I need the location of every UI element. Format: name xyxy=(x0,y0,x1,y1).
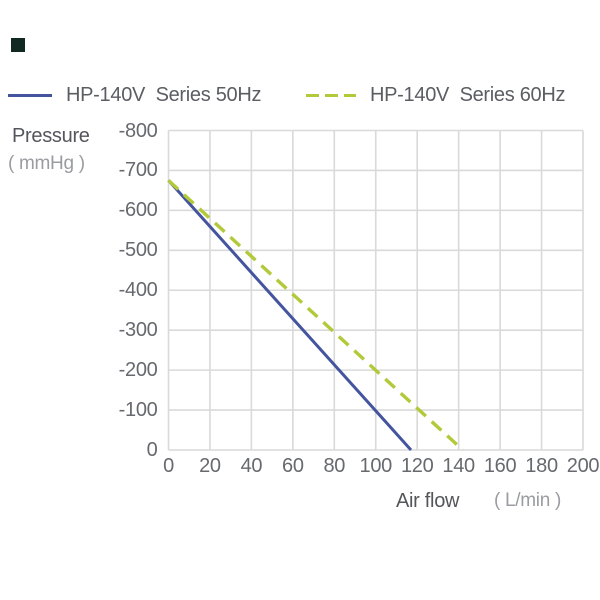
y-axis-title: Pressure xyxy=(12,125,90,147)
y-tick-label: -600 xyxy=(118,199,158,222)
x-tick-label: 60 xyxy=(282,455,304,477)
x-tick-label: 100 xyxy=(359,455,393,477)
x-tick-label: 180 xyxy=(525,455,558,477)
y-tick-label: -500 xyxy=(118,239,158,262)
legend-label-60hz: HP-140V Series 60Hz xyxy=(370,84,566,106)
x-tick-label: 120 xyxy=(400,455,434,477)
legend: HP-140V Series 50Hz HP-140V Series 60Hz xyxy=(0,84,600,106)
y-tick-label: -700 xyxy=(118,159,158,182)
top-left-marker xyxy=(11,38,25,52)
y-tick-label: -800 xyxy=(118,119,158,142)
y-tick-label: -100 xyxy=(118,399,158,422)
solid-line-icon xyxy=(8,93,52,97)
y-axis-unit: ( mmHg ) xyxy=(8,153,85,174)
series-line-hp-140v-series-50hz xyxy=(167,179,413,452)
legend-item-60hz: HP-140V Series 60Hz xyxy=(306,84,566,106)
x-tick-label: 160 xyxy=(483,455,517,477)
dashed-line-icon xyxy=(306,93,356,97)
y-tick-label: -400 xyxy=(118,279,158,302)
series-line-hp-140v-series-60hz xyxy=(167,179,464,452)
x-tick-label: 20 xyxy=(199,455,221,477)
x-tick-label: 140 xyxy=(442,455,475,477)
x-axis-title: Air flow xyxy=(396,490,460,512)
y-tick-label: -200 xyxy=(118,359,158,382)
x-tick-label: 0 xyxy=(163,455,174,477)
legend-item-50hz: HP-140V Series 50Hz xyxy=(8,84,262,106)
x-tick-label: 80 xyxy=(323,455,346,477)
y-tick-label: -300 xyxy=(118,319,158,342)
x-tick-label: 200 xyxy=(566,455,600,477)
y-tick-label: 0 xyxy=(146,439,158,461)
x-axis-unit: ( L/min ) xyxy=(494,490,561,511)
x-tick-label: 40 xyxy=(240,455,263,477)
legend-label-50hz: HP-140V Series 50Hz xyxy=(66,84,262,106)
